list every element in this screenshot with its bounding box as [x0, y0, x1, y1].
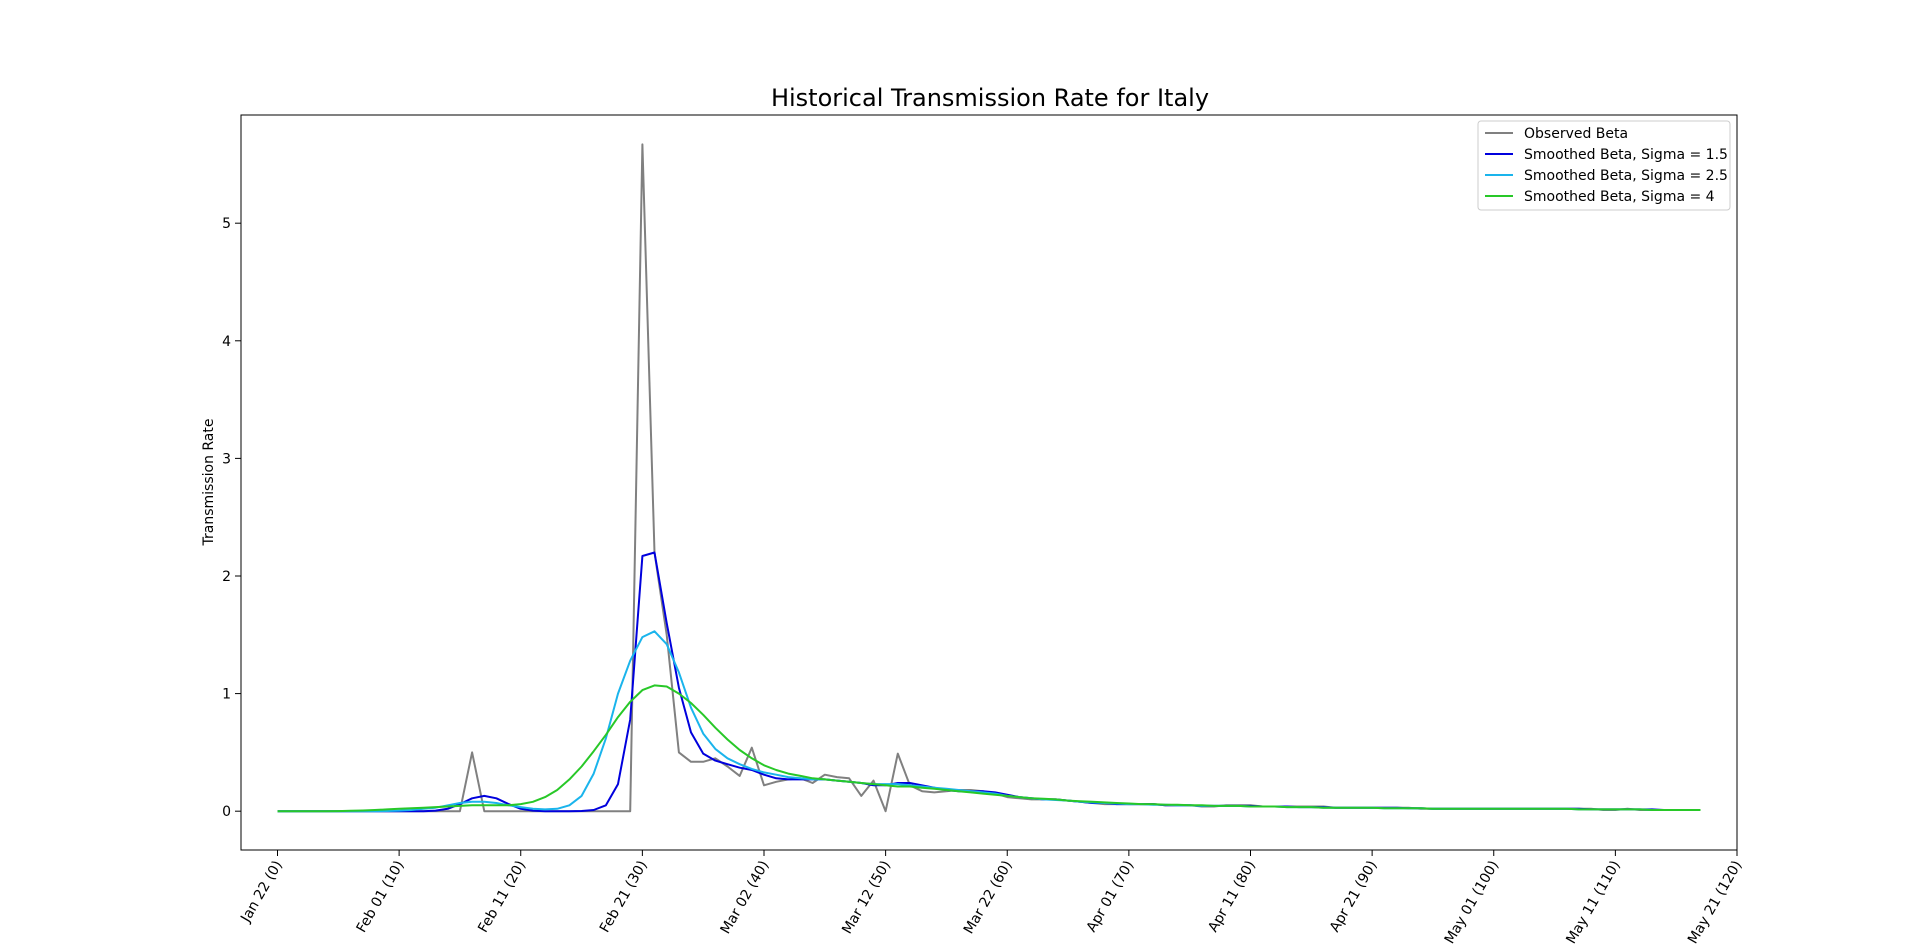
x-tick-label: May 01 (100): [1442, 858, 1503, 947]
y-tick-label: 4: [222, 334, 231, 350]
legend: Observed Beta Smoothed Beta, Sigma = 1.5 S…: [1477, 120, 1731, 211]
series-layer: [277, 143, 1701, 813]
x-tick-label: May 21 (120): [1685, 858, 1746, 947]
y-tick-label: 5: [222, 216, 231, 232]
legend-label: Smoothed Beta, Sigma = 4: [1524, 189, 1715, 205]
x-axis: Jan 22 (0) Feb 01 (10) Feb 11 (20) Feb 21 (…: [238, 850, 1746, 947]
legend-box: [1477, 120, 1731, 211]
series-line-1: [277, 143, 1701, 813]
series-line-2: [277, 551, 1701, 813]
legend-label: Smoothed Beta, Sigma = 2.5: [1524, 168, 1728, 184]
y-tick-label: 0: [222, 804, 231, 820]
x-tick-label: Mar 22 (60): [961, 858, 1016, 937]
x-tick-label: Feb 11 (20): [475, 858, 529, 935]
x-tick-label: May 11 (110): [1563, 858, 1624, 947]
x-tick-label: Jan 22 (0): [238, 858, 286, 926]
legend-label: Smoothed Beta, Sigma = 1.5: [1524, 147, 1728, 163]
x-tick-label: Apr 11 (80): [1205, 858, 1259, 935]
y-tick-label: 2: [222, 569, 231, 585]
x-tick-label: Apr 01 (70): [1084, 858, 1138, 935]
x-tick-label: Feb 21 (30): [597, 858, 651, 935]
y-tick-label: 1: [222, 687, 231, 703]
y-axis: 0 1 2 3 4 5: [222, 216, 241, 820]
x-tick-label: Mar 02 (40): [718, 858, 773, 937]
chart-title: Historical Transmission Rate for Italy: [771, 84, 1209, 112]
x-tick-label: Mar 12 (50): [839, 858, 894, 937]
series-line-3: [277, 630, 1701, 813]
x-tick-label: Feb 01 (10): [354, 858, 408, 935]
series-line-4: [277, 684, 1701, 813]
plot-area-frame: [240, 114, 1738, 851]
y-tick-label: 3: [222, 451, 231, 467]
x-tick-label: Apr 21 (90): [1327, 858, 1381, 935]
y-axis-label: Transmission Rate: [201, 419, 217, 547]
legend-label: Observed Beta: [1524, 126, 1628, 142]
